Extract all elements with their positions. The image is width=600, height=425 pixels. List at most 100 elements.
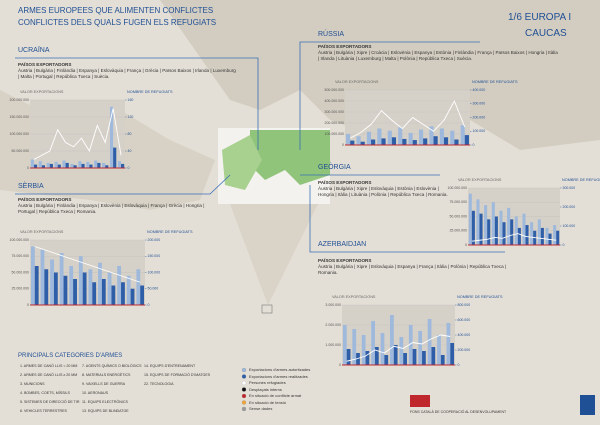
category-item: 15. EQUIPS DE FORMACIÓ D'IMATGES <box>144 373 211 377</box>
exporters: Àustria | Bulgària | Finlàndia | Espanya… <box>18 68 236 79</box>
y-tick-label: 0 <box>27 166 29 170</box>
conflict-region <box>250 130 330 185</box>
export-bar <box>418 129 424 145</box>
y-tick-label: 25.000.000 <box>11 287 29 291</box>
export-bar <box>69 266 74 305</box>
export-bar <box>494 216 498 245</box>
export-bar <box>371 321 375 365</box>
panel-subtitle: PAÏSOS EXPORTADORS <box>318 44 372 49</box>
y-tick-label: 0 <box>27 303 29 307</box>
y-tick-label: 100.000.000 <box>448 186 468 190</box>
exporters: Àustria | Bulgària | Finlàndia | Espanya… <box>18 203 205 214</box>
export-bar <box>507 207 511 245</box>
category-item: 5. SISTEMES DE DIRECCIÓ DE TIR <box>20 400 80 404</box>
conflict-region <box>222 135 262 190</box>
y-tick-label: 75.000.000 <box>11 254 29 258</box>
export-bar <box>468 193 472 245</box>
refugees-line <box>33 108 122 160</box>
export-bar <box>73 165 77 168</box>
panel-subtitle: PAÏSOS EXPORTADORS <box>18 62 72 67</box>
category-item: 13. EQUIPS DE BLINDATGE <box>82 409 129 413</box>
export-bar <box>439 128 444 145</box>
export-bar <box>422 351 426 365</box>
y2-tick-label: 200.000 <box>458 348 471 352</box>
plot-area <box>345 90 470 145</box>
export-bar <box>476 199 480 245</box>
export-bar <box>514 216 518 245</box>
category-item: 9. VAIXELLS DE GUERRA <box>82 382 126 386</box>
export-bar <box>117 161 122 168</box>
export-bar <box>479 213 483 245</box>
export-bar <box>525 225 529 245</box>
panel-subtitle: PAÏSOS EXPORTADORS <box>318 180 372 185</box>
y-tick-label: 500.000.000 <box>325 88 345 92</box>
legend-swatch <box>241 393 247 399</box>
export-bar <box>59 253 64 305</box>
export-bar <box>423 138 428 145</box>
y2-tick-label: 300.000 <box>473 102 486 106</box>
region: CAUCAS <box>525 28 567 39</box>
export-bar <box>402 138 407 145</box>
export-bar <box>102 162 106 168</box>
y-tick-label: 200.000.000 <box>325 121 345 125</box>
connector <box>15 174 231 195</box>
export-bar <box>553 225 557 245</box>
legend-item: En situació de tensió <box>249 399 286 405</box>
export-bar <box>403 353 407 365</box>
y2-tick-label: 150.000 <box>148 254 161 258</box>
zoom-triangle <box>230 204 318 305</box>
y-tick-label: 3.000.000 <box>325 303 341 307</box>
export-bar <box>530 222 534 245</box>
export-bar <box>117 266 122 305</box>
y2-tick-label: 100.000 <box>473 129 486 133</box>
connector <box>299 41 480 150</box>
y2-axis-label: NOMBRE DE REFUGIATS <box>457 295 503 299</box>
export-bar <box>537 219 541 245</box>
y2-tick-label: 600.000 <box>458 318 471 322</box>
y2-tick-label: 200.000 <box>473 115 486 119</box>
legend-item: Sense dades <box>249 406 273 412</box>
export-bar <box>98 262 102 305</box>
export-bar <box>34 266 39 305</box>
export-bar <box>130 288 135 305</box>
panel-title: SÈRBIA <box>18 183 44 190</box>
legend-swatch <box>241 380 247 386</box>
export-bar <box>78 161 82 168</box>
panel-subtitle: PAÏSOS EXPORTADORS <box>318 258 372 263</box>
y-axis-label: VALOR EXPORTACIONS <box>20 230 64 234</box>
legend-item: Persones refugiades <box>249 380 286 386</box>
export-bar <box>374 347 379 365</box>
export-bar <box>377 128 382 145</box>
panel-title: AZERBAIDJAN <box>318 241 367 248</box>
export-bar <box>101 279 106 305</box>
export-bar <box>41 165 46 168</box>
export-bar <box>545 227 549 245</box>
y-axis-label: VALOR EXPORTACIONS <box>332 295 376 299</box>
logo <box>580 395 595 415</box>
legend-item: En situació de conflicte armat <box>249 393 302 399</box>
y-tick-label: 100.000.000 <box>325 132 345 136</box>
category-item: 1. ARMES DE CANÓ LLIS < 20 MM <box>20 364 78 368</box>
y-tick-label: 1.000.000 <box>325 343 341 347</box>
category-item: 3. MUNICIONS <box>20 382 45 386</box>
export-bar <box>412 140 417 145</box>
export-bar <box>30 246 35 305</box>
footer: FONS CATALÀ DE COOPERACIÓ AL DESENVOLUPA… <box>410 410 507 414</box>
y-tick-label: 50.000.000 <box>449 214 467 218</box>
y2-tick-label: 100.000 <box>563 224 576 228</box>
refugees-line <box>471 233 557 242</box>
y2-tick-label: 80 <box>128 132 132 136</box>
export-bar <box>408 325 413 365</box>
export-bar <box>387 130 392 145</box>
export-bar <box>440 355 445 365</box>
y2-tick-label: 400.000 <box>473 88 486 92</box>
y2-tick-label: 300.000 <box>563 186 576 190</box>
export-bar <box>33 164 38 168</box>
category-item: 10. AERONAUS <box>82 391 108 395</box>
legend-swatch <box>241 400 247 405</box>
export-bar <box>82 272 87 305</box>
y2-axis-label: NOMBRE DE REFUGIATS <box>147 230 193 234</box>
logo <box>410 395 430 407</box>
export-bar <box>40 249 45 305</box>
subtitle: CONFLICTES DELS QUALS FUGEN ELS REFUGIAT… <box>18 18 217 27</box>
